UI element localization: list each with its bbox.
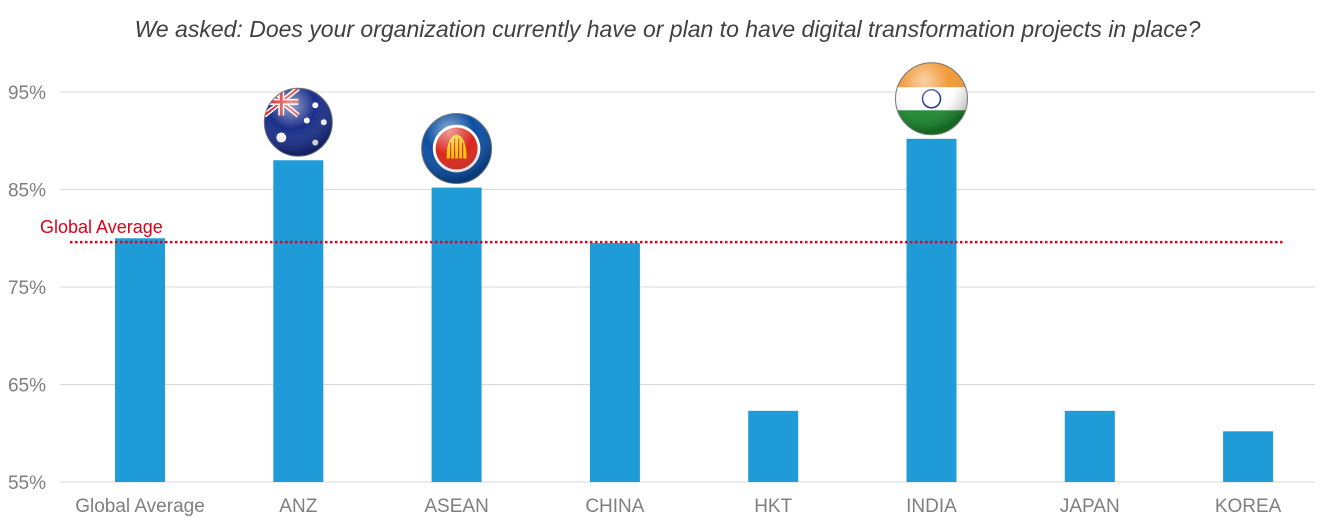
india-flag-icon xyxy=(895,62,968,136)
australia-flag-icon xyxy=(263,87,333,157)
y-tick-label: 85% xyxy=(8,181,46,202)
global-average-label: Global Average xyxy=(40,217,163,237)
chart-title: We asked: Does your organization current… xyxy=(134,16,1201,42)
bar xyxy=(273,160,324,482)
y-tick-label: 95% xyxy=(8,83,46,104)
bar xyxy=(431,187,482,483)
bar xyxy=(906,138,957,483)
x-tick-label: ANZ xyxy=(279,496,317,517)
bar xyxy=(1223,431,1274,482)
bar xyxy=(115,238,165,482)
y-tick-label: 65% xyxy=(8,376,46,397)
x-tick-label: INDIA xyxy=(906,496,957,517)
asean-emblem-icon xyxy=(421,113,493,185)
bar xyxy=(748,410,799,482)
bar xyxy=(1064,410,1115,482)
x-tick-label: ASEAN xyxy=(424,496,488,517)
bar xyxy=(589,243,640,482)
y-tick-label: 55% xyxy=(8,473,46,494)
x-tick-label: CHINA xyxy=(585,496,644,517)
x-tick-label: KOREA xyxy=(1215,496,1282,517)
x-tick-label: JAPAN xyxy=(1060,496,1120,517)
x-tick-label: HKT xyxy=(754,496,792,517)
x-tick-label: Global Average xyxy=(75,496,205,517)
y-tick-label: 75% xyxy=(8,278,46,299)
